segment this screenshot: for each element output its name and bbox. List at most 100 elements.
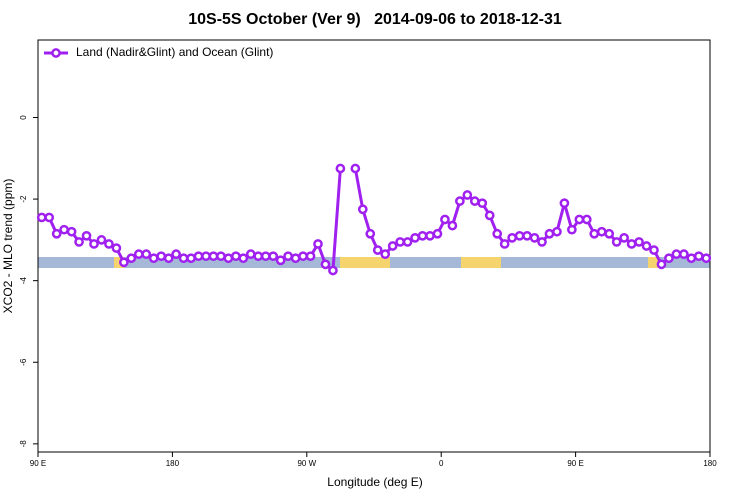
point xyxy=(335,163,346,174)
point xyxy=(365,228,376,239)
point xyxy=(320,259,331,270)
point xyxy=(201,251,211,262)
point xyxy=(514,230,525,241)
point xyxy=(402,237,413,247)
point xyxy=(148,253,159,264)
point xyxy=(462,190,473,200)
point xyxy=(245,249,256,260)
x-tick-label: 180 xyxy=(166,459,180,468)
point xyxy=(156,251,167,262)
point xyxy=(484,210,495,221)
point xyxy=(544,228,555,239)
point xyxy=(425,230,435,241)
point xyxy=(693,251,704,262)
y-tick-label: 0 xyxy=(19,115,28,120)
x-tick-label: 0 xyxy=(439,459,444,468)
point xyxy=(492,228,503,239)
point xyxy=(193,251,204,262)
point xyxy=(417,230,428,241)
point xyxy=(649,245,659,255)
point xyxy=(44,212,55,223)
point xyxy=(298,251,308,262)
point xyxy=(208,251,219,262)
y-tick-label: -4 xyxy=(19,277,28,285)
point xyxy=(350,163,361,174)
point xyxy=(313,239,323,249)
point xyxy=(66,226,77,237)
point xyxy=(552,226,562,237)
point xyxy=(171,249,181,260)
point xyxy=(634,237,644,247)
point xyxy=(89,239,99,249)
point xyxy=(305,251,316,262)
point xyxy=(440,214,450,225)
point xyxy=(671,249,682,260)
point xyxy=(641,241,652,251)
point xyxy=(223,253,234,264)
legend-marker xyxy=(51,48,61,58)
point xyxy=(447,220,458,231)
point xyxy=(455,196,465,206)
point xyxy=(357,204,368,215)
point xyxy=(51,228,62,239)
point xyxy=(141,249,152,260)
point xyxy=(238,253,249,264)
point xyxy=(231,251,241,262)
point xyxy=(432,228,443,239)
point xyxy=(387,241,398,251)
point xyxy=(507,232,517,243)
point xyxy=(589,228,600,239)
point xyxy=(328,265,338,276)
point xyxy=(372,245,383,255)
point xyxy=(701,253,712,264)
x-axis-label: Longitude (deg E) xyxy=(327,475,422,489)
y-axis-label: XCO2 - MLO trend (ppm) xyxy=(1,179,15,314)
point xyxy=(626,239,637,249)
point xyxy=(469,196,480,206)
surface-strip xyxy=(38,257,710,268)
y-tick-label: -2 xyxy=(19,195,28,203)
point xyxy=(111,243,122,253)
point xyxy=(686,253,697,264)
point xyxy=(611,237,622,247)
point xyxy=(74,237,84,247)
y-tick-label: -6 xyxy=(19,358,28,366)
point xyxy=(395,237,405,247)
point xyxy=(380,249,391,260)
point xyxy=(36,212,47,223)
point xyxy=(529,232,540,243)
x-tick-label: 180 xyxy=(703,459,717,468)
x-tick-label: 90 W xyxy=(297,459,316,468)
legend-label: Land (Nadir&Glint) and Ocean (Glint) xyxy=(76,45,273,59)
y-tick-label: -8 xyxy=(19,440,28,448)
point xyxy=(186,253,196,264)
point xyxy=(119,257,129,268)
point xyxy=(522,230,532,241)
point xyxy=(537,237,547,247)
plot-frame xyxy=(37,39,711,453)
point xyxy=(596,226,607,237)
point xyxy=(581,214,592,225)
point xyxy=(96,235,107,245)
point xyxy=(664,253,674,264)
point xyxy=(275,255,286,266)
point xyxy=(499,239,510,249)
x-tick-label: 90 E xyxy=(30,459,46,468)
point xyxy=(81,230,92,241)
point xyxy=(268,251,279,262)
point xyxy=(283,251,293,262)
point xyxy=(559,198,570,209)
point xyxy=(59,224,69,235)
point xyxy=(656,259,667,270)
point xyxy=(290,253,301,264)
point xyxy=(260,251,271,262)
point xyxy=(253,251,264,262)
point xyxy=(133,249,144,260)
point xyxy=(126,253,137,264)
chart-title: 10S-5S October (Ver 9) 2014-09-06 to 201… xyxy=(188,11,562,28)
point xyxy=(679,249,689,260)
point xyxy=(178,253,189,264)
point xyxy=(619,232,629,243)
point xyxy=(567,224,577,235)
